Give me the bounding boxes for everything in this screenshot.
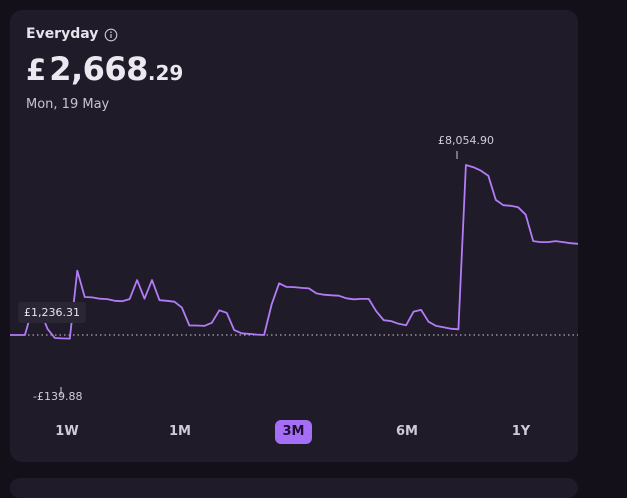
range-6m[interactable]: 6M <box>396 424 418 439</box>
balance-major: 2,668 <box>49 50 148 88</box>
current-value-tooltip: £1,236.31 <box>18 302 86 323</box>
max-label: £8,054.90 <box>438 134 494 147</box>
balance-line <box>10 164 578 340</box>
range-selector: 1W 1M 3M 6M 1Y <box>10 420 578 444</box>
range-3m[interactable]: 3M <box>275 420 312 444</box>
min-label: -£139.88 <box>33 390 83 403</box>
account-card: Everyday £ 2,668 .29 Mon, 19 May £8,054.… <box>10 10 578 462</box>
account-header: Everyday <box>26 26 118 42</box>
balance: £ 2,668 .29 <box>26 50 183 88</box>
account-name: Everyday <box>26 26 99 42</box>
balance-minor: .29 <box>147 61 184 85</box>
range-1m[interactable]: 1M <box>169 424 191 439</box>
info-icon[interactable] <box>104 27 118 42</box>
next-account-card[interactable] <box>10 478 578 498</box>
balance-date: Mon, 19 May <box>26 97 110 112</box>
range-1y[interactable]: 1Y <box>511 424 531 439</box>
range-1w[interactable]: 1W <box>55 424 79 439</box>
balance-chart <box>10 151 578 395</box>
balance-currency: £ <box>26 53 47 87</box>
